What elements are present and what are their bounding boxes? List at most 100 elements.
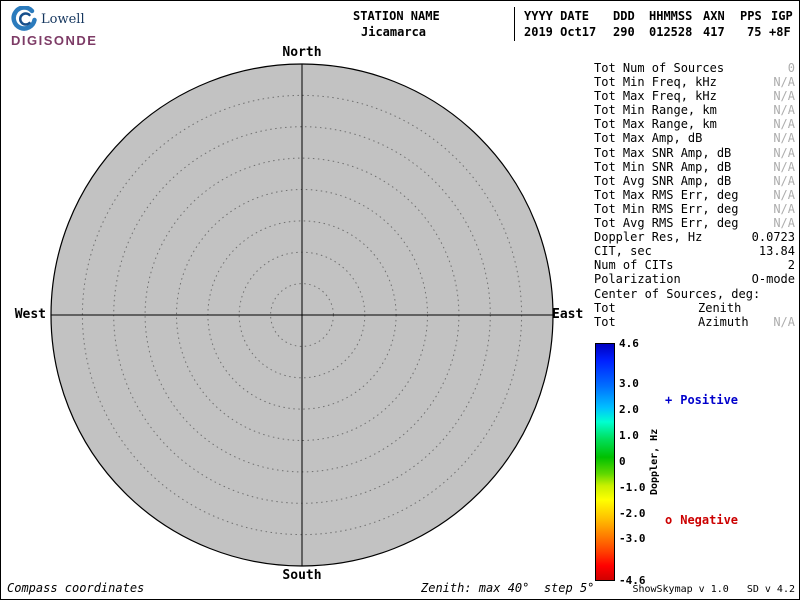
header-station-value: Jicamarca <box>361 25 427 39</box>
compass-label-north: North <box>282 45 322 60</box>
colorbar-tick: 2.0 <box>619 403 639 416</box>
stat-label: Tot Min SNR Amp, dB <box>594 159 732 174</box>
header-igp-label: IGP <box>771 9 793 23</box>
stat-value: N/A <box>773 75 795 90</box>
stat-label: Tot Min Freq, kHz <box>594 75 717 90</box>
legend-positive: + Positive <box>665 393 738 407</box>
stat-row-doppler-res: Doppler Res, Hz 0.0723 <box>594 230 795 244</box>
stat-label: Tot <box>594 314 616 329</box>
stat-row-max-range: Tot Max Range, km N/A <box>594 117 795 131</box>
header-divider <box>514 7 515 41</box>
stat-label: Tot Max RMS Err, deg <box>594 187 739 202</box>
header-date-label: YYYY DATE <box>524 9 590 23</box>
stat-row-num-cits: Num of CITs 2 <box>594 258 795 272</box>
stat-row-max-snr: Tot Max SNR Amp, dB N/A <box>594 146 795 160</box>
stat-value: N/A <box>773 201 795 216</box>
header-time-value: 012528 <box>649 25 693 39</box>
colorbar-tick: 1.0 <box>619 429 639 442</box>
colorbar-tick: 3.0 <box>619 377 639 390</box>
legend-negative-label: Negative <box>680 513 739 527</box>
colorbar-tick: 4.6 <box>619 337 639 350</box>
stat-value: 13.84 <box>758 244 795 259</box>
header-axn-label: AXN <box>703 9 725 23</box>
stat-label: Tot Min Range, km <box>594 103 717 118</box>
colorbar-axis-title: Doppler, Hz <box>649 428 660 496</box>
stat-label: Num of CITs <box>594 258 674 273</box>
stat-value: N/A <box>773 145 795 160</box>
stat-row-min-rms: Tot Min RMS Err, deg N/A <box>594 202 795 216</box>
stat-row-max-freq: Tot Max Freq, kHz N/A <box>594 89 795 103</box>
stat-label: CIT, sec <box>594 244 652 259</box>
stat-row-center-heading: Center of Sources, deg: <box>594 287 795 301</box>
stat-label: Center of Sources, deg: <box>594 286 761 301</box>
colorbar-tick: -3.0 <box>619 532 646 545</box>
stat-value: O-mode <box>751 272 795 287</box>
skymap-plot <box>50 63 554 567</box>
compass-label-east: East <box>552 307 584 322</box>
header-date-value: 2019 Oct17 <box>524 25 597 39</box>
stat-row-tot-zenith: Tot Zenith <box>594 301 795 315</box>
stat-row-num-sources: Tot Num of Sources 0 <box>594 61 795 75</box>
stat-sublabel: Azimuth <box>698 314 749 329</box>
colorbar-tick: 0 <box>619 455 626 468</box>
plus-marker-icon: + <box>665 393 673 407</box>
lowell-swoosh-icon <box>11 6 37 31</box>
stat-label: Polarization <box>594 272 681 287</box>
stat-label: Tot Min RMS Err, deg <box>594 201 739 216</box>
header-pps-value: 75 <box>747 25 762 39</box>
stats-panel: Tot Num of Sources 0 Tot Min Freq, kHz N/A… <box>594 61 795 329</box>
compass-label-west: West <box>14 307 46 322</box>
stat-row-max-rms: Tot Max RMS Err, deg N/A <box>594 188 795 202</box>
stat-value: N/A <box>773 314 795 329</box>
stat-label: Tot Max Amp, dB <box>594 131 703 146</box>
legend-negative: o Negative <box>665 513 738 527</box>
stat-label: Doppler Res, Hz <box>594 230 703 245</box>
header-time-label: HHMMSS <box>649 9 693 23</box>
circle-marker-icon: o <box>665 513 673 527</box>
header-ddd-label: DDD <box>613 9 635 23</box>
stat-value: N/A <box>773 131 795 146</box>
colorbar-tick: -1.0 <box>619 481 646 494</box>
stat-row-avg-rms: Tot Avg RMS Err, deg N/A <box>594 216 795 230</box>
stat-row-min-snr: Tot Min SNR Amp, dB N/A <box>594 160 795 174</box>
stat-label: Tot Avg RMS Err, deg <box>594 216 739 231</box>
stat-row-avg-snr: Tot Avg SNR Amp, dB N/A <box>594 174 795 188</box>
stat-label: Tot Max Range, km <box>594 117 717 132</box>
stat-row-polarization: Polarization O-mode <box>594 272 795 286</box>
header-igp-value: +8F <box>769 25 791 39</box>
stat-value: N/A <box>773 103 795 118</box>
stat-value: N/A <box>773 117 795 132</box>
legend-positive-label: Positive <box>680 393 739 407</box>
stat-value: 0 <box>787 61 795 75</box>
stat-value: 2 <box>787 258 795 273</box>
stat-value: N/A <box>773 216 795 231</box>
compass-label-south: South <box>282 568 322 583</box>
doppler-colorbar: 4.6 3.0 2.0 1.0 0 -1.0 -2.0 -3.0 -4.6 Do… <box>595 337 799 587</box>
stat-label: Tot Num of Sources <box>594 61 725 75</box>
stat-label: Tot Avg SNR Amp, dB <box>594 173 732 188</box>
digisonde-logo: Lowell DIGISONDE <box>11 6 131 48</box>
colorbar-tick: -2.0 <box>619 507 646 520</box>
stat-value: N/A <box>773 159 795 174</box>
logo-lowell-text: Lowell <box>41 11 85 27</box>
stat-sublabel: Zenith <box>698 300 742 315</box>
footer-coordinates-label: Compass coordinates <box>7 581 145 595</box>
stat-label: Tot Max SNR Amp, dB <box>594 145 732 160</box>
stat-value: N/A <box>773 187 795 202</box>
footer-zenith-scale: Zenith: max 40° step 5° <box>421 581 595 595</box>
colorbar-gradient <box>595 343 615 581</box>
stat-row-min-freq: Tot Min Freq, kHz N/A <box>594 75 795 89</box>
footer-version: ShowSkymap v 1.0 SD v 4.2 <box>632 584 795 595</box>
stat-row-cit: CIT, sec 13.84 <box>594 244 795 258</box>
header-ddd-value: 290 <box>613 25 635 39</box>
stat-value: 0.0723 <box>751 230 795 245</box>
stat-row-min-range: Tot Min Range, km N/A <box>594 103 795 117</box>
stat-row-tot-azimuth: Tot Azimuth N/A <box>594 315 795 329</box>
header-pps-label: PPS <box>740 9 762 23</box>
logo-digisonde-text: DIGISONDE <box>11 33 98 48</box>
stat-label: Tot <box>594 300 616 315</box>
stat-value: N/A <box>773 173 795 188</box>
header-axn-value: 417 <box>703 25 725 39</box>
header-station-label: STATION NAME <box>353 9 440 23</box>
